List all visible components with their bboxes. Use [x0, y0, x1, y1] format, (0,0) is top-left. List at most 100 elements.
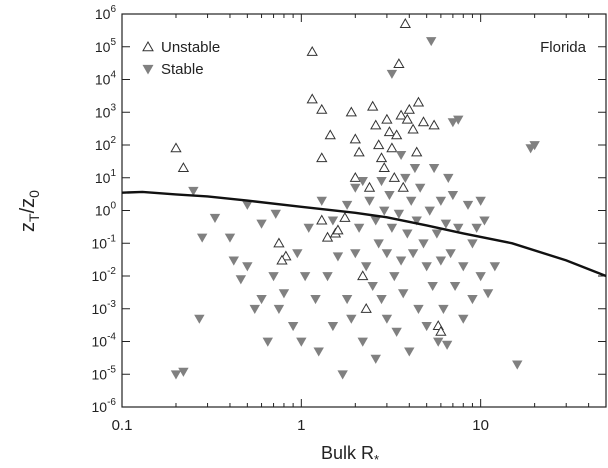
- data-point-stable: [447, 118, 459, 128]
- data-point-unstable: [332, 224, 344, 235]
- data-point-stable: [400, 173, 411, 183]
- data-point-stable: [413, 304, 424, 314]
- y-tick-exponent: -4: [107, 332, 116, 343]
- data-point-stable: [242, 200, 253, 210]
- data-point-stable: [395, 150, 407, 161]
- series-layer: [170, 18, 540, 380]
- y-tick-exponent: 3: [110, 102, 116, 113]
- data-point-stable: [313, 347, 324, 357]
- data-point-stable: [367, 281, 378, 292]
- data-point-stable: [386, 69, 398, 79]
- y-tick-label: 10-6: [92, 397, 117, 415]
- plot-area: [121, 13, 607, 408]
- data-point-stable: [303, 223, 314, 233]
- legend: Unstable Stable: [142, 39, 220, 78]
- data-point-stable: [337, 370, 348, 380]
- data-point-unstable: [367, 100, 379, 111]
- series-stable: [170, 37, 540, 380]
- y-tick-exponent: 6: [110, 4, 116, 15]
- data-point-stable: [196, 233, 208, 243]
- y-tick-exponent: -1: [107, 233, 116, 244]
- data-point-stable: [447, 190, 459, 201]
- data-point-stable: [386, 223, 398, 233]
- data-point-stable: [310, 294, 321, 305]
- y-tick-label: 106: [95, 4, 117, 22]
- y-tick-exponent: 4: [110, 70, 116, 81]
- data-point-unstable: [397, 181, 409, 192]
- data-point-stable: [475, 196, 486, 206]
- data-point-stable: [462, 200, 474, 210]
- data-point-stable: [449, 281, 461, 292]
- data-point-stable: [398, 289, 409, 299]
- y-tick-base: 10: [92, 268, 108, 284]
- y-tick-label: 10-4: [92, 332, 117, 350]
- data-point-stable: [170, 370, 182, 380]
- legend-marker-stable: [142, 64, 154, 75]
- data-point-stable: [381, 249, 393, 259]
- x-tick-label: 1: [297, 417, 305, 434]
- data-point-unstable: [324, 129, 336, 140]
- data-point-stable: [242, 262, 253, 272]
- data-point-unstable: [375, 152, 388, 163]
- data-point-unstable: [273, 237, 285, 248]
- data-point-stable: [278, 289, 290, 299]
- data-point-stable: [395, 256, 407, 266]
- data-point-stable: [296, 337, 307, 347]
- data-point-stable: [427, 281, 438, 292]
- data-point-stable: [360, 262, 372, 272]
- data-point-stable: [482, 289, 494, 299]
- data-point-unstable: [316, 103, 328, 114]
- x-tick-label: 0.1: [112, 417, 133, 434]
- data-point-stable: [458, 262, 469, 272]
- data-point-stable: [364, 196, 375, 206]
- data-point-stable: [393, 209, 405, 219]
- y-axis-label-b-sub: 0: [26, 190, 42, 198]
- data-point-stable: [327, 321, 339, 332]
- data-point-stable: [443, 173, 454, 183]
- data-point-stable: [458, 314, 469, 324]
- y-tick-exponent: -5: [107, 364, 116, 375]
- data-point-unstable: [276, 254, 288, 265]
- y-tick-label: 10-1: [92, 233, 117, 251]
- data-point-unstable: [349, 133, 361, 144]
- x-tick-label: 10: [472, 417, 489, 434]
- tick-labels: 0.1 1 1010-610-510-410-310-210-11001011021…: [92, 4, 489, 434]
- data-point-stable: [435, 256, 447, 266]
- axis-ticks: [121, 13, 607, 408]
- data-point-stable: [249, 304, 260, 314]
- y-tick-base: 10: [95, 137, 111, 153]
- data-point-unstable: [399, 18, 411, 28]
- data-point-unstable: [407, 123, 419, 134]
- y-tick-label: 10-2: [92, 266, 117, 284]
- legend-label-stable: Stable: [161, 61, 204, 78]
- data-point-stable: [479, 216, 490, 226]
- data-point-unstable: [370, 119, 382, 130]
- data-point-stable: [421, 321, 432, 332]
- data-point-stable: [341, 200, 353, 210]
- legend-label-unstable: Unstable: [161, 39, 220, 56]
- data-point-stable: [370, 216, 381, 226]
- y-tick-exponent: 2: [110, 135, 116, 146]
- y-tick-label: 100: [95, 201, 117, 219]
- data-point-stable: [256, 294, 267, 305]
- data-point-stable: [421, 262, 432, 272]
- y-tick-base: 10: [92, 366, 108, 382]
- series-unstable: [170, 18, 447, 336]
- y-tick-label: 101: [95, 168, 117, 186]
- data-point-stable: [188, 186, 199, 196]
- data-point-stable: [428, 163, 440, 174]
- data-point-stable: [433, 337, 444, 347]
- data-point-unstable: [435, 325, 447, 336]
- y-tick-exponent: 1: [110, 168, 116, 179]
- data-point-stable: [350, 183, 361, 193]
- y-tick-exponent: 5: [110, 37, 116, 48]
- data-point-stable: [475, 272, 486, 282]
- data-point-stable: [178, 367, 189, 377]
- data-point-stable: [471, 223, 482, 233]
- y-tick-base: 10: [95, 72, 111, 88]
- x-axis-label: Bulk R*: [321, 443, 379, 467]
- y-tick-label: 104: [95, 70, 117, 88]
- y-axis-label-slash: /: [17, 207, 39, 213]
- data-point-unstable: [306, 93, 318, 104]
